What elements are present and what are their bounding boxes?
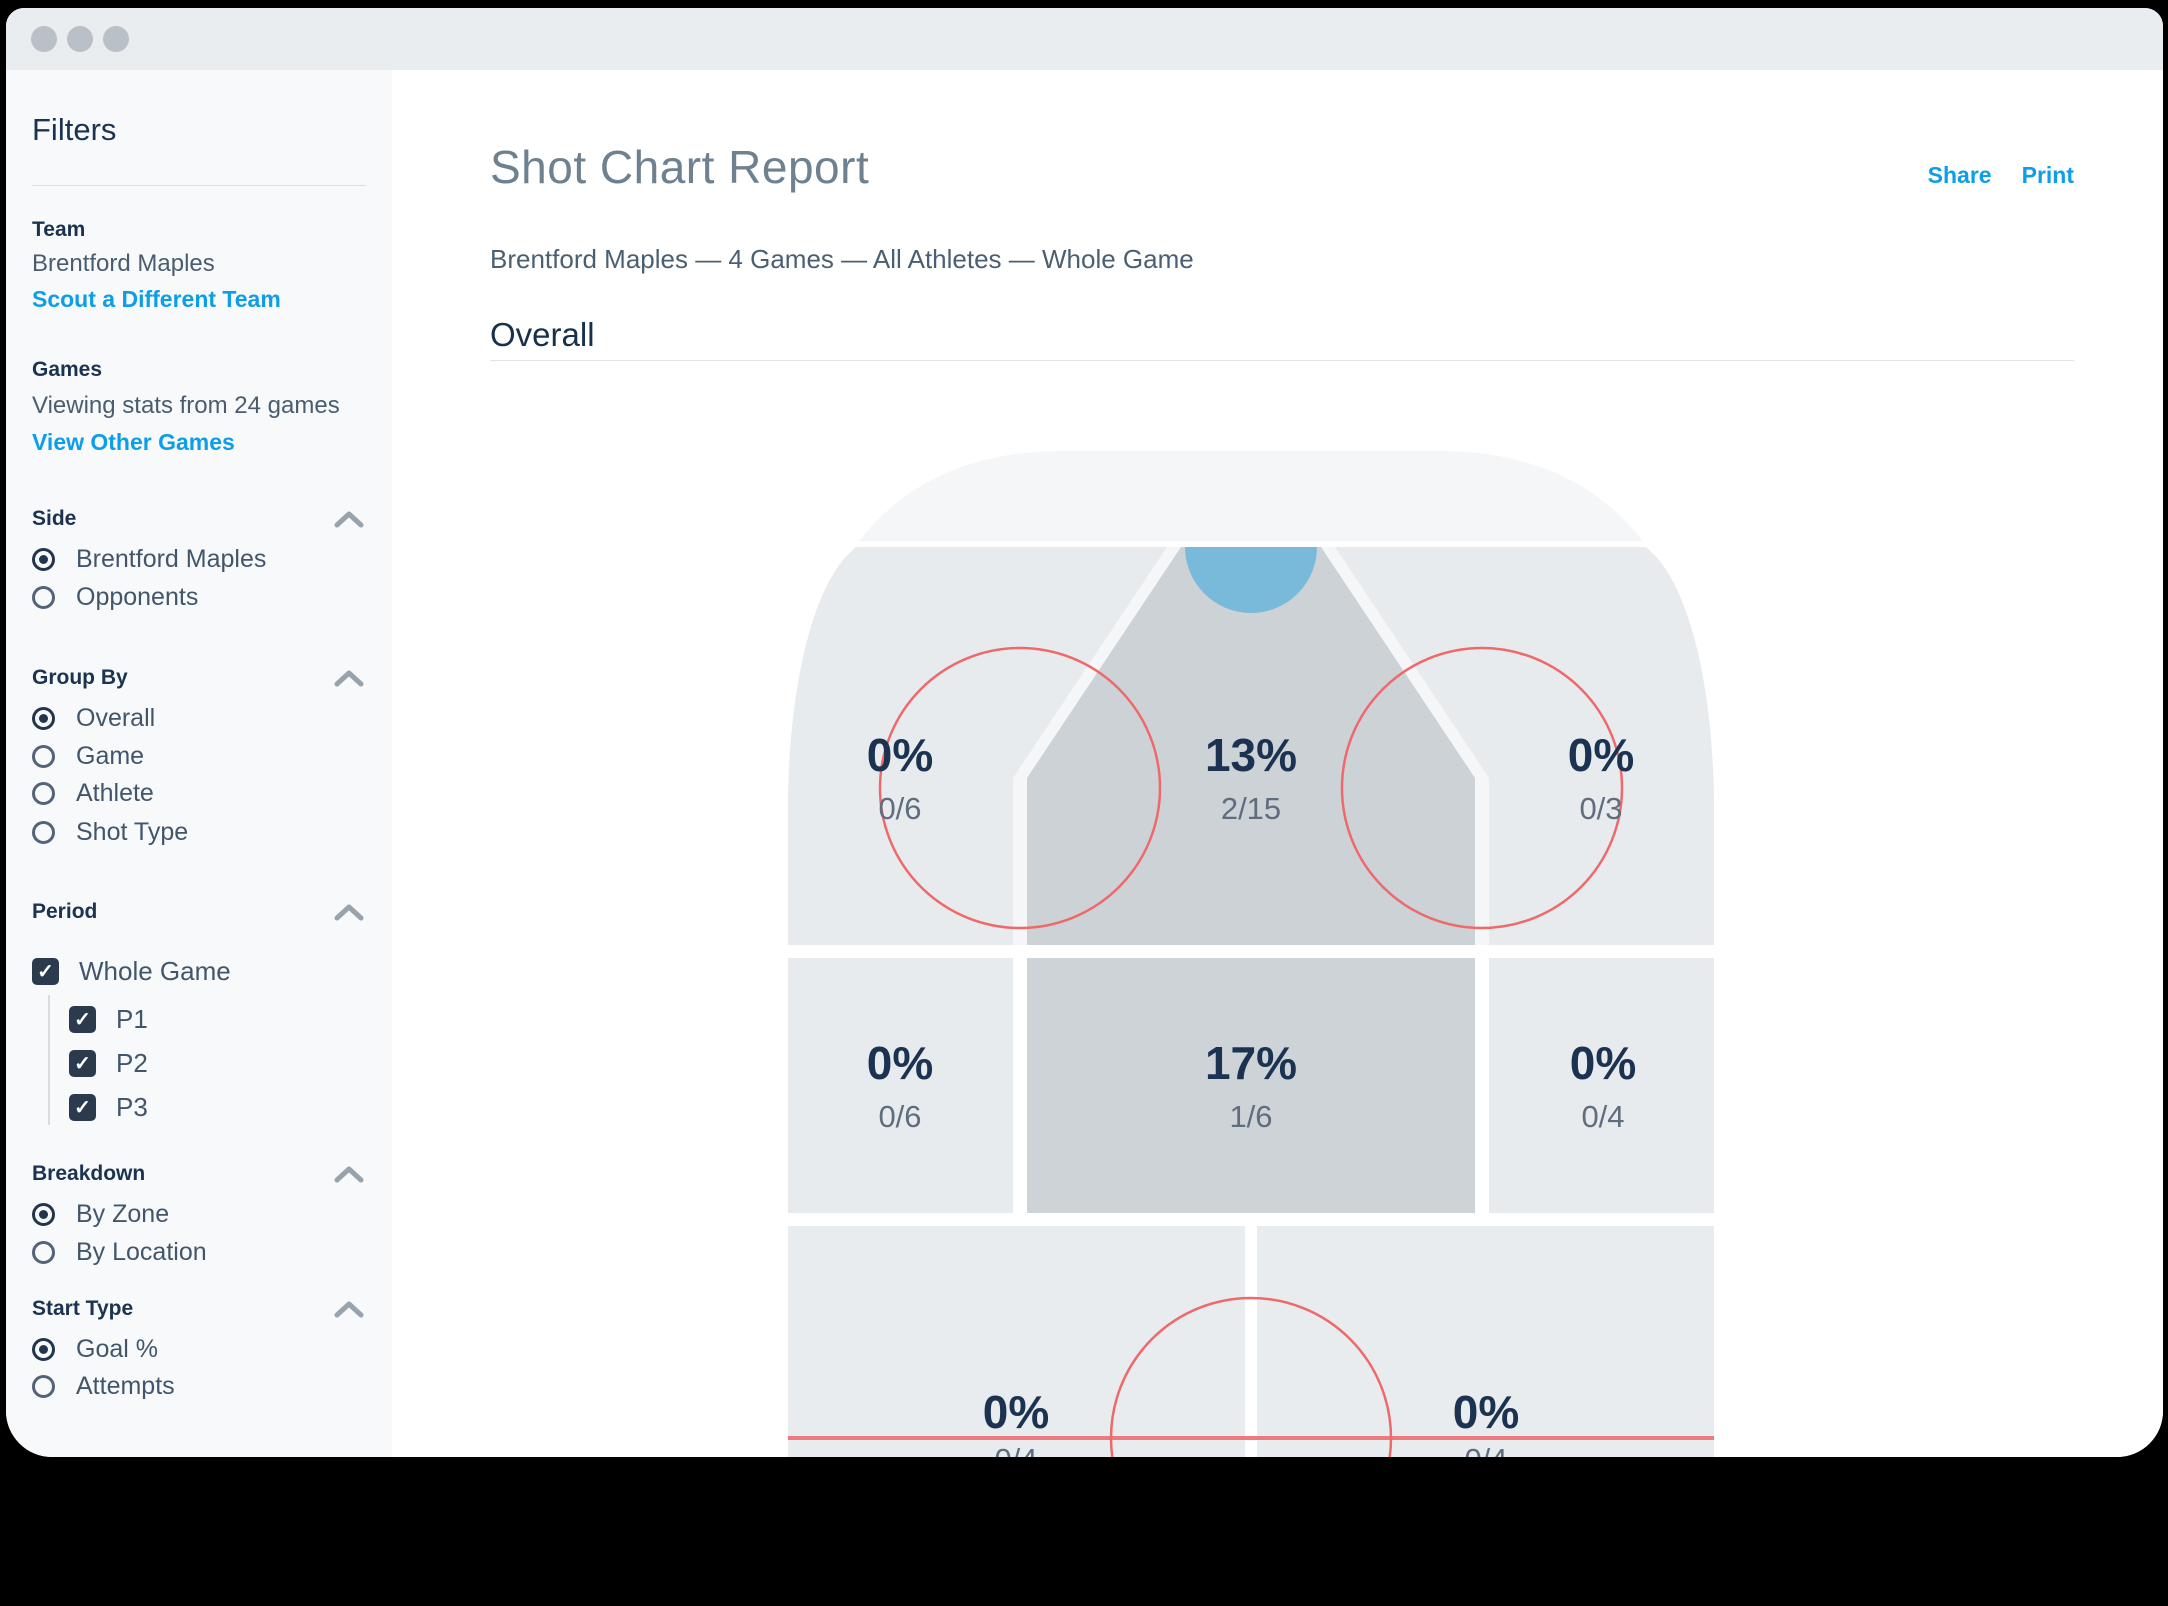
radio-selected-icon[interactable]: [32, 547, 55, 571]
zone-top-right: [1335, 547, 1714, 945]
section-divider: [490, 360, 2074, 361]
group-by-option-game[interactable]: Game: [32, 742, 144, 770]
zone-fraction: 2/15: [1220, 791, 1282, 826]
games-section-label: Games: [32, 358, 103, 381]
zone-top-left: [788, 547, 1167, 945]
radio-unselected-icon[interactable]: [32, 820, 55, 844]
zone-fraction: 0/6: [878, 791, 922, 826]
breakdown-collapse-chevron-up-icon[interactable]: [334, 1166, 364, 1183]
radio-unselected-icon[interactable]: [32, 1240, 55, 1264]
group-by-option-overall[interactable]: Overall: [32, 704, 155, 732]
period-option-p1[interactable]: ✓ P1: [69, 1004, 148, 1034]
zone-fraction: 0/6: [878, 1099, 922, 1134]
breakdown-option-by-location[interactable]: By Location: [32, 1238, 207, 1266]
side-option-opponents[interactable]: Opponents: [32, 583, 198, 611]
rink-end-band: [788, 451, 1714, 945]
share-button[interactable]: Share: [1927, 162, 1992, 188]
zone-fraction: 0/4: [994, 1442, 1037, 1457]
period-option-whole-game[interactable]: ✓ Whole Game: [32, 956, 231, 986]
option-label: Goal %: [76, 1334, 158, 1363]
option-label: Shot Type: [76, 817, 189, 846]
scout-different-team-link[interactable]: Scout a Different Team: [32, 286, 281, 312]
window-titlebar: [6, 8, 2163, 70]
start-type-collapse-chevron-up-icon[interactable]: [334, 1301, 364, 1318]
sidebar-title: Filters: [32, 112, 117, 147]
report-actions: Share Print: [1928, 162, 2074, 189]
page-title: Shot Chart Report: [490, 141, 870, 193]
side-section-label: Side: [32, 507, 77, 530]
zone-pct: 0%: [866, 729, 934, 781]
option-label: Opponents: [76, 582, 199, 611]
option-label: By Zone: [76, 1199, 170, 1228]
option-label: Athlete: [76, 778, 154, 807]
zone-pct: 17%: [1204, 1037, 1298, 1089]
option-label: By Location: [76, 1237, 207, 1266]
period-tree-line: [48, 995, 50, 1125]
radio-selected-icon[interactable]: [32, 706, 55, 730]
zone-pct: 0%: [1452, 1386, 1520, 1438]
group-by-option-shot-type[interactable]: Shot Type: [32, 818, 188, 846]
option-label: Attempts: [76, 1371, 175, 1400]
group-by-option-athlete[interactable]: Athlete: [32, 779, 154, 807]
radio-unselected-icon[interactable]: [32, 1374, 55, 1398]
page-subtitle: Brentford Maples — 4 Games — All Athlete…: [490, 244, 1194, 274]
section-title: Overall: [490, 316, 595, 353]
zone-pct: 0%: [866, 1037, 934, 1089]
option-label: P3: [116, 1091, 148, 1122]
radio-unselected-icon[interactable]: [32, 744, 55, 768]
zone-pct: 0%: [982, 1386, 1050, 1438]
zone-pct: 0%: [1567, 729, 1635, 781]
faceoff-circle-left: [878, 646, 1162, 930]
radio-selected-icon[interactable]: [32, 1202, 55, 1226]
checkbox-checked-icon[interactable]: ✓: [69, 1005, 96, 1033]
period-collapse-chevron-up-icon[interactable]: [334, 904, 364, 921]
zone-fraction: 0/4: [1581, 1099, 1625, 1134]
center-faceoff-circle: [1109, 1296, 1393, 1457]
zone-pct: 13%: [1204, 729, 1298, 781]
window-control-icon[interactable]: [103, 26, 129, 52]
group-by-section-label: Group By: [32, 666, 128, 689]
breakdown-option-by-zone[interactable]: By Zone: [32, 1200, 169, 1228]
view-other-games-link[interactable]: View Other Games: [32, 429, 235, 455]
radio-selected-icon[interactable]: [32, 1337, 55, 1361]
faceoff-circle-right: [1340, 646, 1624, 930]
filters-sidebar: Filters Team Brentford Maples Scout a Di…: [6, 70, 392, 1457]
checkbox-checked-icon[interactable]: ✓: [32, 957, 59, 985]
period-option-p3[interactable]: ✓ P3: [69, 1092, 148, 1122]
team-section-label: Team: [32, 218, 86, 241]
window-control-icon[interactable]: [31, 26, 57, 52]
start-type-option-goal-pct[interactable]: Goal %: [32, 1335, 158, 1363]
report-main: Shot Chart Report Brentford Maples — 4 G…: [392, 70, 2163, 1457]
period-option-p2[interactable]: ✓ P2: [69, 1048, 148, 1078]
zone-fraction: 0/3: [1579, 791, 1623, 826]
start-type-option-attempts[interactable]: Attempts: [32, 1372, 175, 1400]
app-window: Filters Team Brentford Maples Scout a Di…: [6, 8, 2163, 1457]
start-type-section-label: Start Type: [32, 1297, 134, 1320]
option-label: P1: [116, 1003, 148, 1034]
radio-unselected-icon[interactable]: [32, 781, 55, 805]
radio-unselected-icon[interactable]: [32, 585, 55, 609]
goal-crease: [1185, 547, 1317, 613]
zone-pct: 0%: [1569, 1037, 1637, 1089]
option-label: Game: [76, 741, 145, 770]
breakdown-section-label: Breakdown: [32, 1162, 146, 1185]
side-collapse-chevron-up-icon[interactable]: [334, 511, 364, 528]
print-button[interactable]: Print: [2021, 162, 2074, 188]
games-status: Viewing stats from 24 games: [32, 392, 340, 419]
zone-fraction: 0/4: [1464, 1442, 1507, 1457]
zone-fraction: 1/6: [1229, 1099, 1273, 1134]
group-by-collapse-chevron-up-icon[interactable]: [334, 670, 364, 687]
option-label: Whole Game: [79, 955, 231, 986]
sidebar-divider: [32, 185, 366, 186]
option-label: Brentford Maples: [76, 544, 267, 573]
checkbox-checked-icon[interactable]: ✓: [69, 1093, 96, 1121]
checkbox-checked-icon[interactable]: ✓: [69, 1049, 96, 1077]
window-control-icon[interactable]: [67, 26, 93, 52]
team-value: Brentford Maples: [32, 250, 215, 277]
option-label: P2: [116, 1047, 148, 1078]
side-option-brentford-maples[interactable]: Brentford Maples: [32, 545, 266, 573]
option-label: Overall: [76, 703, 156, 732]
period-section-label: Period: [32, 900, 98, 923]
